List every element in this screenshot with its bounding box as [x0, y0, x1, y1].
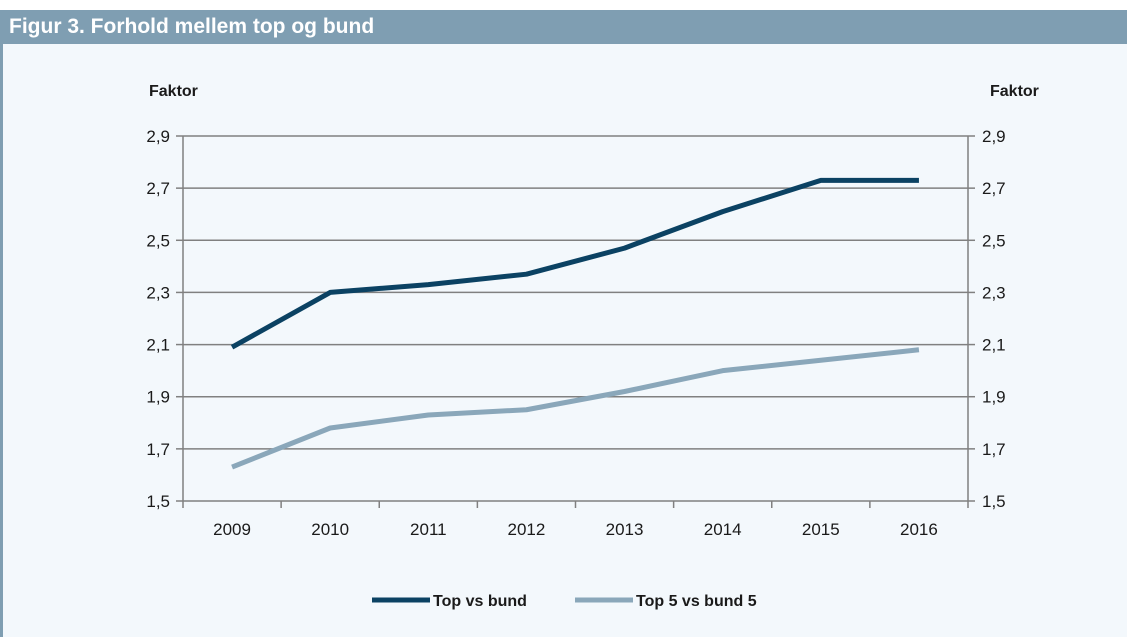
y-tick-label-right: 2,1	[982, 336, 1006, 355]
y-tick-label-right: 1,9	[982, 388, 1006, 407]
x-tick-label: 2013	[606, 520, 644, 539]
y-tick-label-left: 1,7	[146, 440, 170, 459]
series-line-top-vs-bund	[230, 177, 919, 350]
x-tick-label: 2009	[213, 520, 251, 539]
figure-title: Figur 3. Forhold mellem top og bund	[9, 15, 375, 38]
y-tick-label-left: 1,5	[146, 492, 170, 511]
y-tick-label-right: 2,3	[982, 283, 1006, 302]
y-tick-label-left: 2,7	[146, 179, 170, 198]
series-line-top5-vs-bund5	[231, 347, 920, 470]
y-tick-label-right: 2,5	[982, 231, 1006, 250]
y-axis-unit-right: Faktor	[990, 83, 1039, 100]
y-tick-label-left: 1,9	[146, 388, 170, 407]
y-tick-label-left: 2,9	[146, 127, 170, 146]
y-tick-label-left: 2,3	[146, 283, 170, 302]
y-tick-label-right: 1,7	[982, 440, 1006, 459]
y-tick-label-right: 2,7	[982, 179, 1006, 198]
y-tick-label-right: 2,9	[982, 127, 1006, 146]
y-tick-label-left: 2,1	[146, 336, 170, 355]
y-axis-unit-left: Faktor	[149, 83, 198, 100]
legend-label-0: Top vs bund	[433, 593, 527, 610]
y-tick-label-left: 2,5	[146, 231, 170, 250]
figure-title-bar: Figur 3. Forhold mellem top og bund	[0, 10, 1127, 44]
x-tick-label: 2012	[508, 520, 546, 539]
x-tick-label: 2010	[311, 520, 349, 539]
x-tick-label: 2016	[900, 520, 938, 539]
x-tick-label: 2015	[802, 520, 840, 539]
legend-label-1: Top 5 vs bund 5	[636, 593, 757, 610]
chart-panel	[0, 44, 1127, 637]
x-tick-label: 2014	[704, 520, 742, 539]
x-tick-label: 2011	[410, 520, 447, 539]
y-tick-label-right: 1,5	[982, 492, 1006, 511]
